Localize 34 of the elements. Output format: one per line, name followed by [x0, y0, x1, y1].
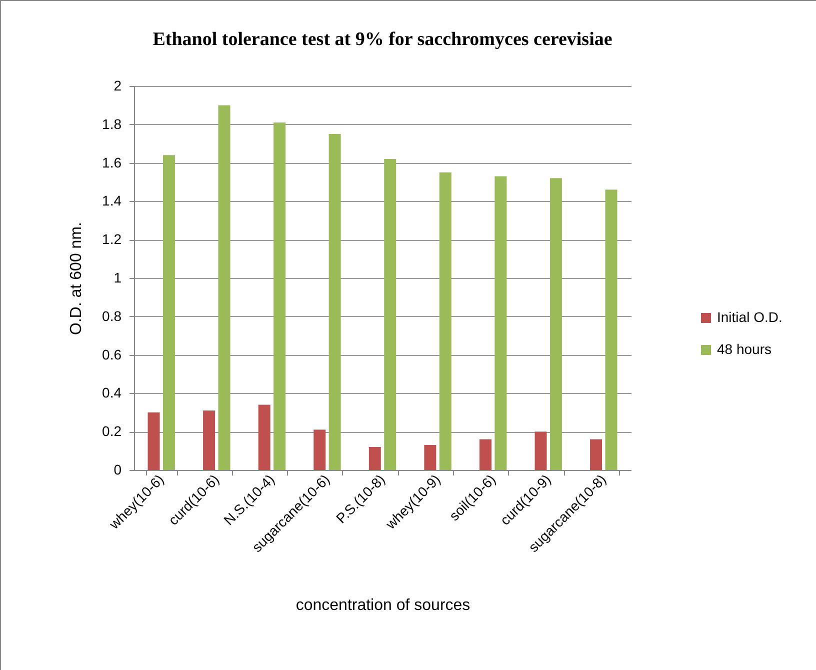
bar [328, 134, 341, 470]
bar [605, 190, 618, 470]
bar [384, 158, 396, 470]
y-tick-label: 2 [114, 78, 122, 94]
bar [534, 432, 547, 470]
bar [274, 122, 286, 470]
bar [162, 155, 175, 470]
legend-label: 48 hours [717, 341, 772, 357]
y-tick-label: 1 [114, 270, 122, 286]
y-tick-label: 0.6 [102, 346, 122, 362]
bar [368, 446, 381, 470]
y-tick-label: 1.8 [102, 116, 122, 132]
bar [494, 176, 507, 470]
y-tick-label: 1.6 [102, 154, 122, 170]
bar [203, 410, 216, 470]
legend-label: Initial O.D. [717, 309, 782, 325]
bar [590, 439, 602, 470]
bar [258, 404, 270, 470]
x-axis-title: concentration of sources [296, 597, 470, 614]
chart-title: Ethanol tolerance test at 9% for sacchromyces cerevisiae [152, 29, 612, 50]
bar [148, 412, 160, 470]
y-tick-label: 1.4 [102, 192, 122, 209]
y-tick-label: 0.4 [102, 384, 122, 401]
y-tick-label: 1.2 [102, 231, 122, 248]
y-axis-title: O.D. at 600 nm. [68, 222, 86, 335]
y-tick-label: 0 [114, 462, 122, 478]
bar [314, 430, 326, 470]
y-tick-label: 0.8 [102, 308, 122, 324]
y-tick-label: 0.2 [102, 423, 122, 440]
bar [218, 105, 230, 470]
bar [550, 178, 562, 470]
bar [439, 172, 452, 470]
bar [479, 439, 492, 470]
bar [424, 445, 436, 470]
